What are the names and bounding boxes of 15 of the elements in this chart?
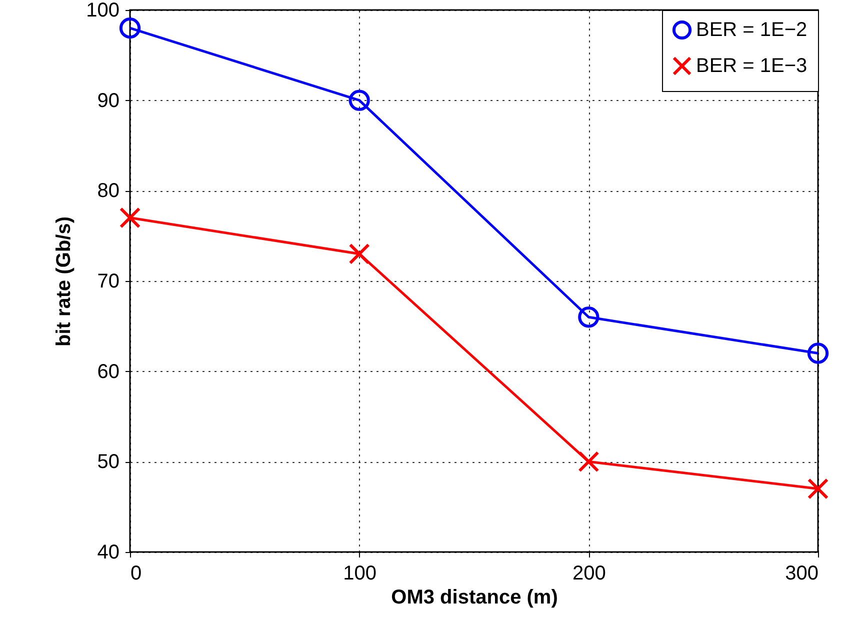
x-tick-label: 100 xyxy=(343,562,377,584)
legend-label: BER = 1E−3 xyxy=(696,55,808,77)
y-tick-label: 50 xyxy=(97,451,120,474)
y-tick-label: 70 xyxy=(97,270,120,292)
x-tick-label: 200 xyxy=(572,562,606,584)
y-axis-title: bit rate (Gb/s) xyxy=(53,216,76,347)
x-tick-label: 0 xyxy=(130,562,142,584)
legend-label: BER = 1E−2 xyxy=(696,19,808,41)
y-tick-label: 80 xyxy=(97,180,120,202)
x-axis-title: OM3 distance (m) xyxy=(391,586,558,608)
y-tick-label: 90 xyxy=(97,90,120,112)
y-tick-label: 100 xyxy=(86,0,120,22)
y-tick-label: 40 xyxy=(97,542,120,564)
x-tick-label: 300 xyxy=(785,562,818,584)
y-tick-label: 60 xyxy=(97,360,120,383)
